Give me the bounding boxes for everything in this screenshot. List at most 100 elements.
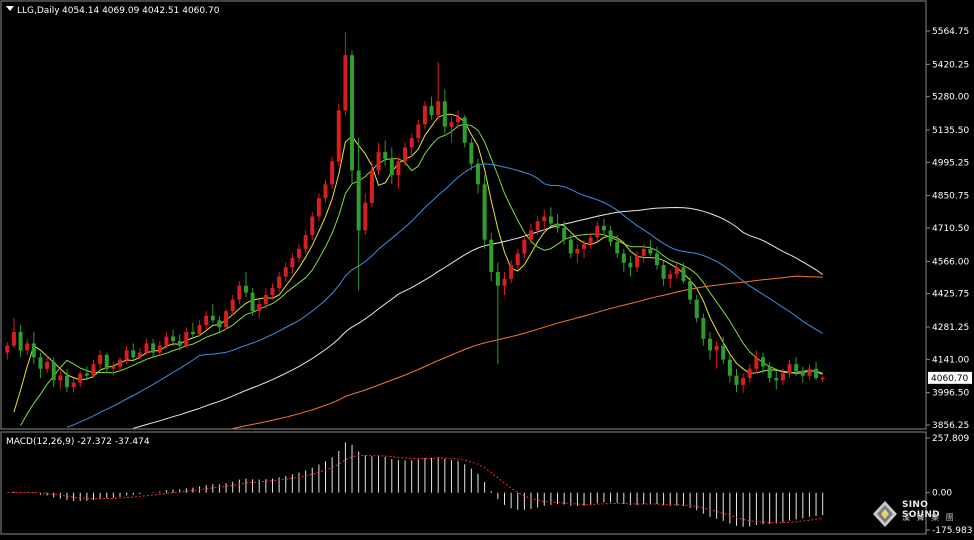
candle-body (64, 375, 69, 388)
brand-subtitle: 漢 聲 集 團 (902, 513, 956, 522)
candle-body (18, 331, 23, 351)
macd-label: MACD(12,26,9) -27.372 -37.474 (6, 437, 150, 447)
candle-body (363, 202, 368, 231)
candle-body (297, 248, 301, 259)
candle-body (323, 184, 328, 199)
candle-body (330, 161, 335, 185)
candle-body (661, 265, 666, 279)
candle-body (601, 225, 606, 231)
candle-body (250, 292, 255, 312)
candle-body (356, 170, 361, 231)
candle-body (343, 55, 348, 111)
candle-body (290, 258, 295, 268)
candle-body (58, 375, 63, 381)
candle-body (475, 163, 480, 185)
candle-body (71, 382, 76, 388)
candle-body (562, 228, 567, 240)
candle-body (184, 331, 189, 346)
candle-body (157, 345, 162, 353)
candle-body (111, 366, 116, 369)
candle-body (190, 331, 195, 335)
candle-body (641, 248, 646, 256)
current-price-label: 4060.70 (931, 374, 968, 384)
candle-body (761, 357, 766, 367)
brand-name: SINO SOUND (902, 500, 940, 520)
candle-body (608, 230, 613, 242)
candle-body (747, 368, 752, 379)
candle-body (542, 216, 547, 222)
candle-body (787, 364, 792, 374)
candle-body (548, 216, 553, 224)
moving-average-line (133, 206, 823, 429)
price-tick-label: 4850.75 (932, 192, 969, 202)
candle-body (800, 371, 805, 376)
price-tick-label: 4425.75 (932, 290, 969, 300)
candle-body (674, 267, 679, 275)
moving-average-line (66, 163, 823, 428)
candle-body (429, 105, 434, 116)
candle-body (522, 239, 527, 254)
moving-average-line (232, 275, 823, 430)
candle-body (316, 198, 321, 217)
candle-body (807, 368, 812, 376)
price-tick-label: 4141.00 (932, 355, 969, 365)
candle-body (78, 373, 83, 383)
candle-body (98, 354, 103, 365)
price-tick-label: 4566.00 (932, 257, 969, 267)
candle-body (568, 239, 573, 254)
candle-body (243, 285, 248, 293)
candle-body (171, 336, 176, 342)
price-tick-label: 4281.25 (932, 323, 969, 333)
brand-logo: SINO SOUND 漢 聲 集 團 (872, 498, 966, 532)
candle-body (482, 184, 487, 240)
candle-body (422, 105, 427, 125)
candle-body (449, 122, 454, 127)
candle-body (820, 377, 825, 380)
price-tick-label: 5420.25 (932, 60, 969, 70)
candle-body (416, 124, 421, 139)
chart-symbol: LLG,Daily (17, 6, 60, 16)
candle-body (595, 225, 600, 238)
price-tick-label: 5135.50 (932, 126, 969, 136)
candle-body (741, 378, 746, 385)
candle-body (734, 375, 739, 385)
candle-body (780, 373, 785, 381)
candle-body (45, 361, 50, 369)
macd-histogram (13, 442, 824, 527)
candle-body (177, 341, 182, 346)
candle-body (131, 350, 136, 358)
candle-body (456, 117, 461, 123)
candle-body (277, 276, 282, 289)
candle-body (144, 343, 149, 353)
candle-body (754, 357, 759, 369)
chart-menu-triangle-icon[interactable] (6, 6, 14, 11)
candle-body (489, 239, 494, 272)
candle-body (615, 241, 620, 254)
price-axis: 5564.75 5420.25 5280.00 5135.50 4995.25 4850.… (926, 27, 972, 431)
candle-body (51, 361, 56, 381)
candle-body (283, 267, 288, 277)
current-price-badge (928, 371, 972, 384)
candle-body (369, 170, 374, 203)
candle-body (396, 161, 401, 176)
candle-body (668, 274, 673, 279)
candle-body (767, 366, 772, 379)
candles (5, 32, 825, 393)
candle-body (118, 359, 122, 367)
candle-body (303, 235, 308, 249)
candle-body (495, 271, 500, 286)
candle-body (210, 315, 215, 321)
candle-body (582, 244, 587, 249)
candle-body (137, 352, 142, 358)
macd-tick-label: -175.983 (932, 526, 972, 536)
candle-body (469, 142, 474, 164)
candle-body (555, 223, 560, 229)
candle-body (502, 278, 507, 286)
candle-body (257, 304, 262, 312)
candle-body (462, 117, 467, 143)
candle-body (708, 338, 712, 351)
chart-ohlc: 4054.14 4069.09 4042.51 4060.70 (62, 6, 220, 16)
candle-body (91, 364, 96, 376)
